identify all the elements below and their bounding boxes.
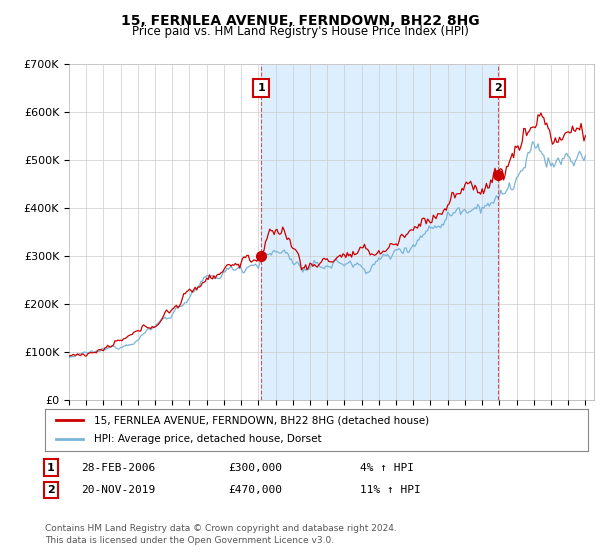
Bar xyxy=(261,64,497,400)
Text: 20-NOV-2019: 20-NOV-2019 xyxy=(81,485,155,495)
Text: £300,000: £300,000 xyxy=(228,463,282,473)
Text: £470,000: £470,000 xyxy=(228,485,282,495)
Text: 1: 1 xyxy=(47,463,55,473)
Text: Price paid vs. HM Land Registry's House Price Index (HPI): Price paid vs. HM Land Registry's House … xyxy=(131,25,469,38)
Text: 15, FERNLEA AVENUE, FERNDOWN, BH22 8HG: 15, FERNLEA AVENUE, FERNDOWN, BH22 8HG xyxy=(121,14,479,28)
Text: 2: 2 xyxy=(47,485,55,495)
Text: 1: 1 xyxy=(257,83,265,93)
Text: 11% ↑ HPI: 11% ↑ HPI xyxy=(360,485,421,495)
Text: HPI: Average price, detached house, Dorset: HPI: Average price, detached house, Dors… xyxy=(94,435,322,445)
Text: 2: 2 xyxy=(494,83,502,93)
Text: Contains HM Land Registry data © Crown copyright and database right 2024.
This d: Contains HM Land Registry data © Crown c… xyxy=(45,524,397,545)
Text: 15, FERNLEA AVENUE, FERNDOWN, BH22 8HG (detached house): 15, FERNLEA AVENUE, FERNDOWN, BH22 8HG (… xyxy=(94,415,429,425)
Text: 4% ↑ HPI: 4% ↑ HPI xyxy=(360,463,414,473)
Text: 28-FEB-2006: 28-FEB-2006 xyxy=(81,463,155,473)
